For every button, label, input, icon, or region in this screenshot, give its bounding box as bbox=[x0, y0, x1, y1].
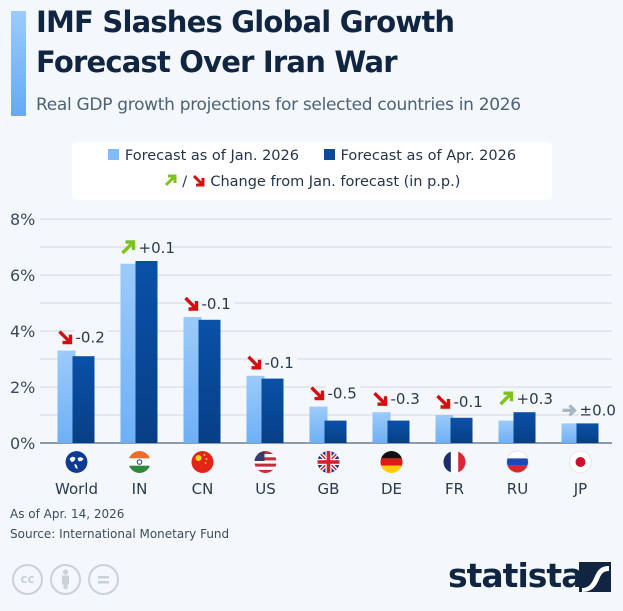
bar-jan-gb bbox=[309, 406, 328, 443]
bar-apr-gb bbox=[324, 420, 347, 443]
change-arrow-neutral-icon bbox=[562, 404, 577, 417]
bar-jan-cn bbox=[183, 317, 202, 443]
up-arrow-icon bbox=[164, 174, 177, 187]
legend-change-item: / Change from Jan. forecast (in p.p.) bbox=[72, 174, 552, 190]
change-label-bg bbox=[515, 389, 550, 408]
change-label-bg bbox=[389, 389, 424, 408]
bar-apr-us bbox=[261, 378, 284, 443]
bar-apr-ru bbox=[513, 412, 536, 443]
uk-flag-icon bbox=[317, 451, 340, 473]
statista-logo[interactable]: statista bbox=[448, 556, 583, 595]
bar-jan-world bbox=[57, 350, 76, 443]
bar-apr-de bbox=[387, 420, 410, 443]
y-tick-label: 2% bbox=[10, 378, 35, 397]
bar-apr-world bbox=[72, 356, 95, 443]
legend-change-label: Change from Jan. forecast (in p.p.) bbox=[210, 174, 461, 190]
x-tick-label: FR bbox=[445, 480, 464, 498]
change-label-bg bbox=[578, 400, 613, 419]
change-arrow-up-icon bbox=[499, 391, 514, 406]
bar-jan-fr bbox=[435, 415, 454, 443]
change-label-gb: -0.5 bbox=[328, 385, 357, 403]
usa-flag-icon bbox=[254, 451, 277, 473]
bar-jan-ru bbox=[498, 420, 517, 443]
bar-jan-in bbox=[120, 263, 139, 443]
y-tick-label: 0% bbox=[10, 434, 35, 453]
change-arrow-down-icon bbox=[58, 330, 73, 345]
x-tick-label: JP bbox=[573, 480, 587, 498]
x-tick-label: RU bbox=[507, 480, 528, 498]
change-label-us: -0.1 bbox=[265, 354, 294, 372]
change-label-jp: ±0.0 bbox=[580, 401, 616, 419]
title-line-1: IMF Slashes Global Growth bbox=[36, 5, 455, 39]
legend: Forecast as of Jan. 2026 Forecast as of … bbox=[72, 142, 552, 200]
change-label-bg bbox=[452, 392, 487, 410]
change-label-in: +0.1 bbox=[139, 239, 175, 257]
change-label-bg bbox=[326, 383, 361, 402]
legend-swatch-jan bbox=[107, 149, 119, 160]
x-tick-label: CN bbox=[192, 480, 214, 498]
chart-title: IMF Slashes Global Growth Forecast Over … bbox=[36, 2, 455, 82]
legend-label-apr: Forecast as of Apr. 2026 bbox=[340, 148, 517, 164]
change-arrow-down-icon bbox=[436, 394, 451, 409]
japan-flag-icon bbox=[569, 450, 592, 474]
india-flag-icon bbox=[128, 451, 151, 473]
y-tick-label: 4% bbox=[10, 322, 35, 341]
change-label-bg bbox=[263, 352, 298, 371]
russia-flag-icon bbox=[506, 450, 529, 474]
legend-swatch-apr bbox=[323, 149, 335, 160]
change-arrow-down-icon bbox=[310, 386, 325, 401]
change-arrow-down-icon bbox=[247, 355, 262, 370]
chart-subtitle: Real GDP growth projections for selected… bbox=[36, 95, 521, 115]
bar-apr-jp bbox=[576, 423, 599, 443]
title-line-2: Forecast Over Iran War bbox=[36, 45, 398, 79]
statista-logo-mark-icon bbox=[579, 562, 611, 592]
no-derivatives-icon bbox=[88, 564, 119, 595]
legend-label-jan: Forecast as of Jan. 2026 bbox=[124, 148, 299, 164]
bar-jan-jp bbox=[561, 423, 580, 443]
x-tick-label: World bbox=[55, 480, 98, 498]
change-label-bg bbox=[200, 294, 235, 312]
bar-apr-fr bbox=[450, 417, 473, 443]
change-arrow-down-icon bbox=[373, 391, 388, 406]
y-tick-label: 6% bbox=[10, 266, 35, 285]
change-label-ru: +0.3 bbox=[517, 390, 553, 408]
source-note: Source: International Monetary Fund bbox=[10, 527, 230, 541]
globe-icon bbox=[65, 451, 88, 473]
y-tick-label: 8% bbox=[10, 210, 35, 229]
change-label-bg bbox=[137, 238, 172, 256]
bar-apr-cn bbox=[198, 319, 221, 443]
change-label-cn: -0.1 bbox=[202, 295, 231, 313]
title-accent-bar bbox=[11, 11, 26, 116]
change-arrow-down-icon bbox=[184, 296, 199, 311]
change-label-fr: -0.1 bbox=[454, 393, 483, 411]
bar-jan-de bbox=[372, 412, 391, 443]
as-of-date: As of Apr. 14, 2026 bbox=[10, 507, 125, 521]
change-arrow-up-icon bbox=[121, 240, 136, 255]
change-label-bg bbox=[74, 327, 109, 346]
legend-item-jan: Forecast as of Jan. 2026 bbox=[107, 148, 299, 164]
france-flag-icon bbox=[443, 451, 466, 473]
cc-icon: cc bbox=[12, 564, 43, 595]
legend-item-apr: Forecast as of Apr. 2026 bbox=[323, 148, 517, 164]
x-tick-label: DE bbox=[381, 480, 402, 498]
germany-flag-icon bbox=[380, 451, 403, 473]
x-tick-label: US bbox=[255, 480, 276, 498]
down-arrow-icon bbox=[192, 174, 205, 187]
change-label-world: -0.2 bbox=[76, 329, 105, 347]
china-flag-icon bbox=[191, 451, 214, 473]
bar-jan-us bbox=[246, 375, 265, 443]
bar-apr-in bbox=[135, 261, 158, 443]
x-tick-label: GB bbox=[318, 480, 340, 498]
attribution-icon bbox=[50, 564, 81, 595]
change-label-de: -0.3 bbox=[391, 390, 420, 408]
x-tick-label: IN bbox=[132, 480, 148, 498]
